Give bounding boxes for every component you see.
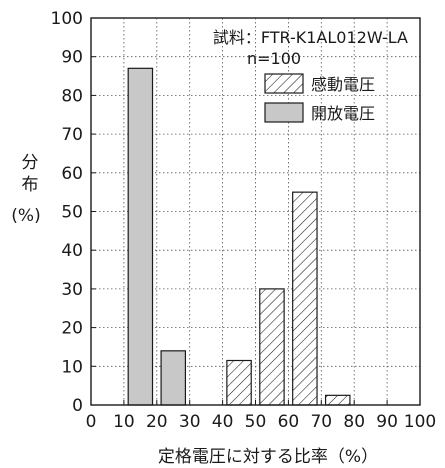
x-tick-label-5: 50 (245, 412, 267, 432)
y-tick-label-7: 70 (61, 125, 83, 145)
x-axis-label: 定格電圧に対する比率（%） (158, 447, 378, 467)
bar-hatched-50-60 (259, 288, 285, 406)
legend-swatch-hatched (264, 73, 304, 94)
y-axis-label-line-3: (%) (11, 206, 40, 226)
x-tick-label-0: 0 (86, 412, 97, 432)
x-tick-label-4: 40 (212, 412, 234, 432)
sample-label: 試料：FTR-K1AL012W-LA (213, 28, 408, 47)
bars (127, 67, 351, 406)
x-tick-label-7: 70 (310, 412, 332, 432)
y-axis-label: 分 布 (%) (11, 153, 40, 226)
x-tick-label-9: 90 (376, 412, 398, 432)
y-tick-label-4: 40 (61, 241, 83, 261)
bar-gray-20-30 (160, 350, 187, 406)
sample-count: n=100 (247, 49, 301, 68)
x-tick-label-3: 30 (179, 412, 201, 432)
x-tick-label-2: 20 (146, 412, 168, 432)
x-tick-label-10: 100 (404, 412, 436, 432)
y-tick-label-2: 20 (61, 319, 83, 339)
y-tick-label-1: 10 (61, 357, 83, 377)
y-tick-label-9: 90 (61, 48, 83, 68)
y-tick-label-10: 100 (51, 9, 83, 29)
x-tick-label-8: 80 (343, 412, 365, 432)
y-tick-label-5: 50 (61, 203, 83, 223)
legend-label-hatched: 感動電圧 (311, 75, 375, 94)
annotation: 試料：FTR-K1AL012W-LA n=100 (213, 28, 408, 68)
x-tick-label-6: 60 (278, 412, 300, 432)
legend-swatch-gray (264, 102, 304, 123)
y-tick-label-8: 80 (61, 86, 83, 106)
y-axis-label-line-2: 布 (22, 175, 39, 195)
bar-hatched-70-80 (324, 394, 351, 406)
grid (91, 18, 420, 405)
y-tick-label-0: 0 (72, 396, 83, 416)
legend-label-gray: 開放電圧 (311, 104, 375, 123)
y-tick-label-6: 60 (61, 164, 83, 184)
bar-gray-10-20 (127, 67, 154, 406)
x-tick-label-1: 10 (113, 412, 135, 432)
y-tick-label-3: 30 (61, 280, 83, 300)
tick-labels: 0 10 20 30 40 50 60 70 80 90 100 0 10 20 30 40 50 60 70 80 9… (51, 9, 437, 432)
y-axis-label-line-1: 分 (22, 153, 39, 173)
bar-hatched-60-70 (292, 191, 318, 406)
bar-hatched-40-50 (226, 359, 252, 406)
legend: 感動電圧 開放電圧 (264, 73, 375, 123)
